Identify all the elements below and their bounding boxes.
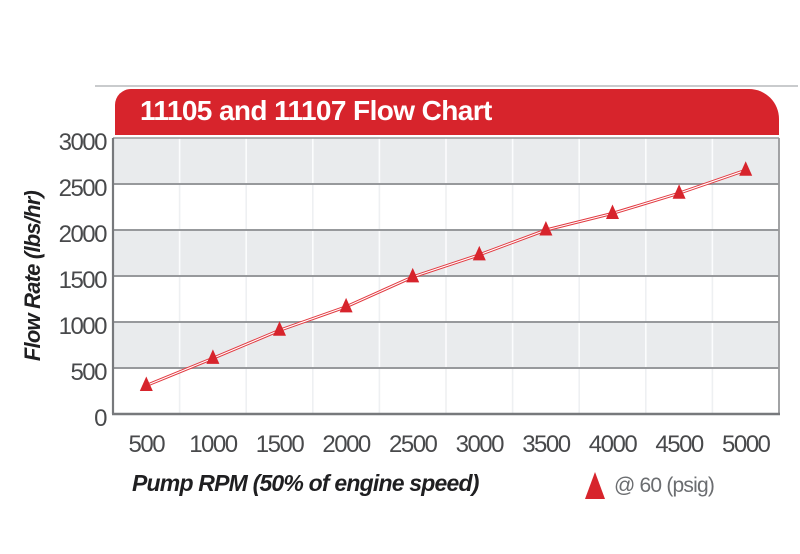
data-point-marker bbox=[739, 161, 753, 176]
x-tick-label: 2500 bbox=[389, 431, 438, 458]
data-point-marker bbox=[606, 204, 619, 219]
y-tick-label: 3000 bbox=[59, 129, 108, 156]
x-tick-label: 3500 bbox=[522, 431, 571, 458]
legend-label: @ 60 (psig) bbox=[614, 474, 715, 497]
x-tick-label: 4000 bbox=[589, 431, 638, 458]
chart-title-banner: 11105 and 11107 Flow Chart bbox=[115, 89, 779, 135]
data-point-marker bbox=[139, 376, 153, 391]
y-tick-label: 0 bbox=[94, 405, 107, 432]
top-divider-rule bbox=[95, 85, 798, 87]
y-tick-label: 500 bbox=[70, 359, 107, 386]
x-tick-label: 1500 bbox=[256, 431, 305, 458]
x-tick-label: 5000 bbox=[722, 431, 771, 458]
y-tick-label: 1000 bbox=[59, 313, 108, 340]
y-tick-label: 2000 bbox=[59, 221, 108, 248]
x-tick-label: 4500 bbox=[655, 431, 704, 458]
legend-triangle-marker-icon bbox=[585, 472, 605, 499]
x-tick-label: 1000 bbox=[189, 431, 238, 458]
x-tick-label: 500 bbox=[129, 431, 166, 458]
data-point-marker bbox=[339, 297, 353, 313]
y-axis-title: Flow Rate (lbs/hr) bbox=[20, 190, 45, 362]
data-point-marker bbox=[672, 184, 686, 199]
y-tick-label: 1500 bbox=[59, 267, 108, 294]
data-point-marker bbox=[539, 221, 553, 236]
data-point-marker bbox=[206, 349, 220, 364]
data-point-marker bbox=[406, 267, 420, 283]
chart-title: 11105 and 11107 Flow Chart bbox=[140, 95, 492, 126]
data-point-marker bbox=[273, 321, 286, 336]
data-point-marker bbox=[472, 245, 486, 261]
x-tick-label: 2000 bbox=[322, 431, 371, 458]
x-tick-label: 3000 bbox=[456, 431, 505, 458]
y-tick-label: 2500 bbox=[59, 175, 108, 202]
legend: @ 60 (psig) bbox=[585, 472, 715, 499]
series-line-core bbox=[146, 169, 746, 387]
x-axis-title: Pump RPM (50% of engine speed) bbox=[132, 470, 479, 496]
